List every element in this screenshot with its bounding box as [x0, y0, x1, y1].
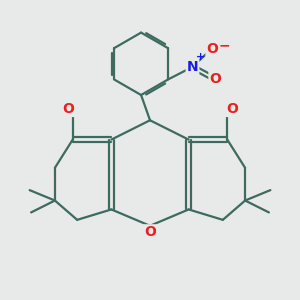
Text: O: O [209, 72, 221, 86]
Text: O: O [144, 225, 156, 239]
Text: −: − [218, 38, 230, 52]
Text: +: + [196, 52, 206, 62]
Text: O: O [206, 42, 218, 56]
Text: O: O [226, 102, 238, 116]
Text: N: N [187, 60, 198, 74]
Text: O: O [62, 102, 74, 116]
